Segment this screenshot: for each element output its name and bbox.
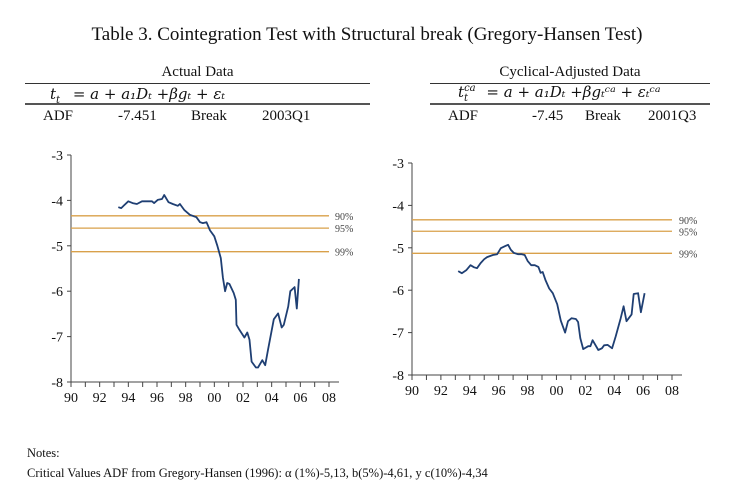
x-tick-label: 08 [322,391,336,406]
y-tick-label: -8 [392,369,404,384]
x-tick-label: 94 [463,384,477,399]
rule-mid-right [430,103,710,105]
notes-heading: Notes: [27,446,60,460]
x-tick-label: 06 [636,384,650,399]
x-tick-label: 96 [492,384,506,399]
x-tick-label: 90 [64,391,78,406]
break-label-actual: Break [191,108,227,124]
x-tick-label: 92 [434,384,448,399]
equation-cyclical: ttca = a + a₁Dₜ +βgₜᶜᵃ + εₜᶜᵃ [458,83,660,104]
critical-value-label: 95% [679,227,697,238]
equation-lhs: t [458,83,465,101]
equation-lhs-sub: t [56,95,61,106]
y-tick-label: -6 [51,285,63,300]
rule-top-left [25,83,370,84]
critical-value-label: 90% [679,216,697,227]
adf-label-actual: ADF [43,108,74,124]
y-tick-label: -5 [51,240,63,255]
critical-value-label: 95% [335,224,353,235]
x-tick-label: 98 [521,384,535,399]
equation-lhs-sub: t [464,93,469,104]
y-tick-label: -7 [51,331,63,346]
equation-rhs: = a + a₁Dₜ +βgₜᶜᵃ + εₜᶜᵃ [486,83,661,101]
x-tick-label: 02 [236,391,250,406]
x-tick-label: 00 [207,391,221,406]
rule-mid-left [25,103,370,105]
y-tick-label: -5 [392,242,404,257]
break-value-cyclical: 2001Q3 [648,108,697,124]
series-line-adf [118,194,300,369]
panel-header-cyclical: Cyclical-Adjusted Data [499,64,641,80]
equation-lhs-sup: ca [464,83,476,94]
critical-value-label: 99% [679,249,697,260]
panel-header-actual: Actual Data [161,64,234,80]
adf-label-cyclical: ADF [448,108,479,124]
critical-value-label: 99% [335,248,353,259]
y-tick-label: -3 [392,157,404,172]
x-tick-label: 00 [549,384,563,399]
x-tick-label: 02 [578,384,592,399]
x-tick-label: 04 [265,391,279,406]
break-value-actual: 2003Q1 [262,108,311,124]
x-tick-label: 08 [665,384,679,399]
equation-actual: tt = a + a₁Dₜ +βgₜ + εₜ [50,85,225,106]
x-tick-label: 94 [121,391,135,406]
x-tick-label: 98 [179,391,193,406]
y-tick-label: -4 [51,194,63,209]
critical-value-label: 90% [335,212,353,223]
break-label-cyclical: Break [585,108,621,124]
y-tick-label: -6 [392,284,404,299]
series-line-adf [457,243,646,351]
equation-rhs: = a + a₁Dₜ +βgₜ + εₜ [72,85,226,103]
rule-top-right [430,83,710,84]
x-tick-label: 06 [293,391,307,406]
equation-lhs: t [50,85,57,103]
y-tick-label: -7 [392,327,404,342]
y-tick-label: -8 [51,376,63,391]
table-title: Table 3. Cointegration Test with Structu… [91,24,643,45]
y-tick-label: -3 [51,149,63,164]
x-tick-label: 90 [405,384,419,399]
x-tick-label: 92 [93,391,107,406]
x-tick-label: 04 [607,384,621,399]
x-tick-label: 96 [150,391,164,406]
notes-text: Critical Values ADF from Gregory-Hansen … [27,466,488,480]
y-tick-label: -4 [392,199,404,214]
adf-value-cyclical: -7.45 [532,108,564,124]
adf-value-actual: -7.451 [118,108,157,124]
